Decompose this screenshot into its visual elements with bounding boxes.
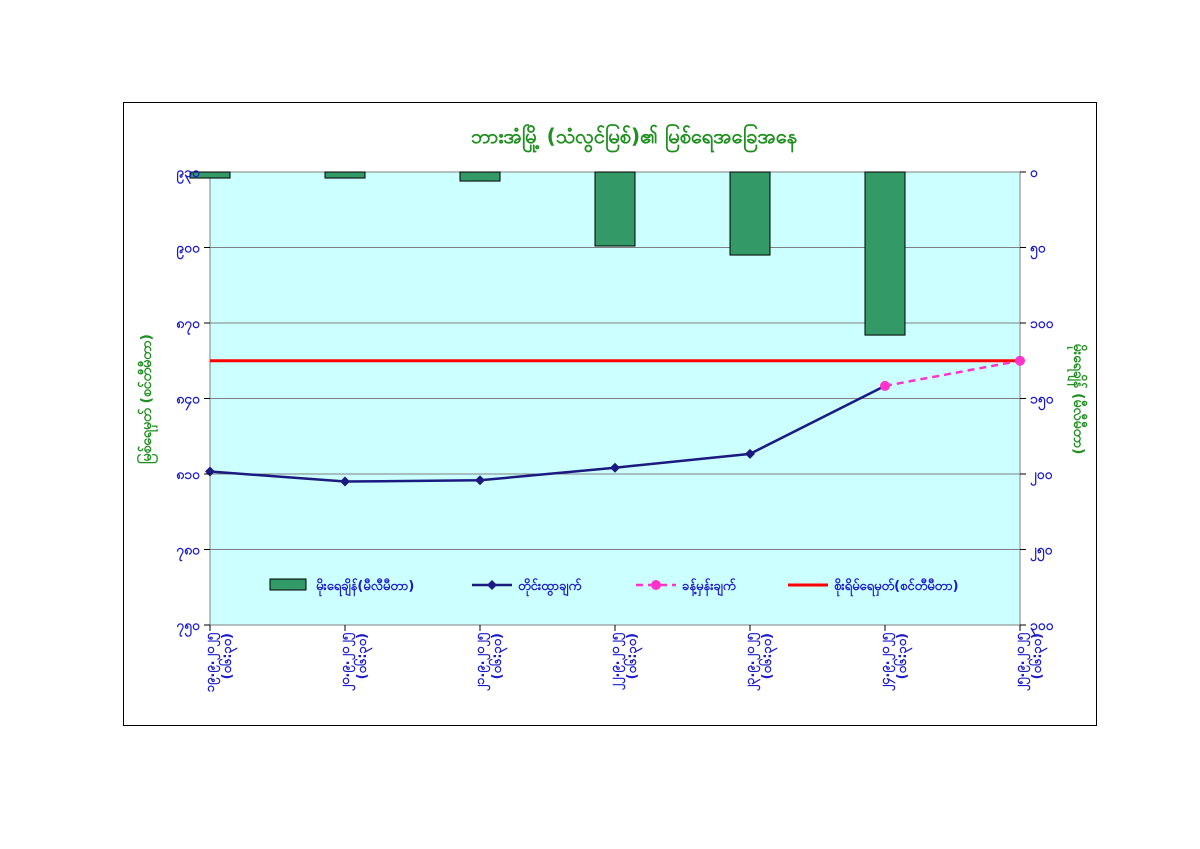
forecast-line <box>884 359 1021 388</box>
left-tick-label: ၈၄၀ <box>176 392 201 411</box>
x-tick-date: ၂၁.၉.၂၀၂၅ <box>473 632 491 691</box>
right-tick-label: ၅၀ <box>1030 241 1047 260</box>
left-tick-label: ၈၇၀ <box>176 316 201 335</box>
legend-swatch-marker <box>651 580 661 590</box>
x-tick-time: (၀၆:၃၀) <box>488 633 508 679</box>
legend-label: တိုင်းထွာချက် <box>518 577 581 597</box>
x-tick-time: (၀၆:၃၀) <box>758 633 778 679</box>
right-tick-label: ၁၅၀ <box>1030 392 1055 411</box>
rainfall-bar <box>729 171 771 256</box>
x-tick-time: (၀၆:၃၀) <box>353 633 373 679</box>
x-tick-date: ၂၄.၉.၂၀၂၅ <box>878 632 896 691</box>
legend-swatch-marker <box>487 580 497 590</box>
right-tick-label: ၂၅၀ <box>1030 543 1054 562</box>
legend-item: စိုးရိမ်ရေမှတ်(စင်တီမီတာ) <box>788 577 959 597</box>
rainfall-bar <box>459 171 501 182</box>
measured-point <box>475 475 485 486</box>
left-tick-label: ၉၃၀ <box>176 165 201 184</box>
measured-point <box>340 476 350 487</box>
x-tick-label: ၂၁.၉.၂၀၂၅ (၀၆:၃၀) <box>473 632 508 691</box>
legend: မိုးရေချိန်(မီလီမီတာ) တိုင်းထွာချက် ခန့်မှ… <box>269 577 959 597</box>
measured-point <box>610 462 620 473</box>
left-tick-label: ၇၈၀ <box>176 543 201 562</box>
x-tick-label: ၁၉.၉.၂၀၂၅ (၀၆:၃၀) <box>203 632 238 692</box>
x-tick-date: ၂၂.၉.၂၀၂၅ <box>608 632 626 690</box>
forecast-point <box>880 380 890 391</box>
x-tick-date: ၂၅.၉.၂၀၂၅ <box>1013 632 1031 691</box>
left-tick-label: ၇၅၀ <box>176 618 201 637</box>
legend-swatch-bar <box>269 578 307 591</box>
chart-frame: ဘားအံမြို့ (သံလွင်မြစ်)၏ မြစ်ရေအခြေအနေ ၉… <box>123 102 1097 726</box>
x-tick-label: ၂၃.၉.၂၀၂၅ (၀၆:၃၀) <box>743 632 778 691</box>
x-tick-label: ၂၅.၉.၂၀၂၅ (၀၆:၃၀) <box>1013 632 1048 691</box>
legend-label: စိုးရိမ်ရေမှတ်(စင်တီမီတာ) <box>834 577 959 597</box>
x-tick-date: ၂၃.၉.၂၀၂၅ <box>743 632 761 691</box>
chart-svg: ဘားအံမြို့ (သံလွင်မြစ်)၏ မြစ်ရေအခြေအနေ ၉… <box>137 123 1087 692</box>
x-tick-date: ၂၀.၉.၂၀၂၅ <box>338 632 356 691</box>
x-tick-time: (၀၆:၃၀) <box>218 633 238 679</box>
x-tick-time: (၀၆:၃၀) <box>623 633 643 679</box>
x-tick-label: ၂၄.၉.၂၀၂၅ (၀၆:၃၀) <box>878 632 913 691</box>
measured-point <box>745 448 755 459</box>
forecast-point <box>1015 355 1025 366</box>
measured-line <box>209 384 886 483</box>
x-tick-time: (၀၆:၃၀) <box>1028 633 1048 679</box>
legend-item: မိုးရေချိန်(မီလီမီတာ) <box>269 577 414 597</box>
legend-label: မိုးရေချိန်(မီလီမီတာ) <box>316 577 414 597</box>
x-tick-time: (၀၆:၃၀) <box>893 633 913 679</box>
left-tick-label: ၈၁၀ <box>176 467 201 483</box>
y-axis-label-right: မိုးရေချိန် (မီလီမီတာ) <box>1067 344 1087 455</box>
rainfall-bar <box>864 171 906 336</box>
legend-item: တိုင်းထွာချက် <box>472 577 581 597</box>
right-tick-label: ၁၀၀ <box>1030 316 1055 332</box>
rainfall-bars <box>189 171 906 336</box>
chart-title: ဘားအံမြို့ (သံလွင်မြစ်)၏ မြစ်ရေအခြေအနေ <box>471 123 797 153</box>
right-tick-label: ၀ <box>1030 165 1039 181</box>
rainfall-bar <box>324 171 366 179</box>
x-tick-date: ၁၉.၉.၂၀၂၅ <box>203 632 221 692</box>
x-tick-label: ၂၂.၉.၂၀၂၅ (၀၆:၃၀) <box>608 632 643 690</box>
y-axis-label-left: မြစ်ရေမှတ် (စင်တီမီတာ) <box>137 334 158 464</box>
rainfall-bar <box>594 171 636 247</box>
right-tick-label: ၃၀၀ <box>1030 618 1055 637</box>
right-tick-label: ၂၀၀ <box>1030 467 1054 486</box>
left-tick-label: ၉၀၀ <box>176 241 201 260</box>
legend-label: ခန့်မှန်းချက် <box>682 577 736 597</box>
x-tick-label: ၂၀.၉.၂၀၂၅ (၀၆:၃၀) <box>338 632 373 691</box>
legend-item: ခန့်မှန်းချက် <box>636 577 736 597</box>
